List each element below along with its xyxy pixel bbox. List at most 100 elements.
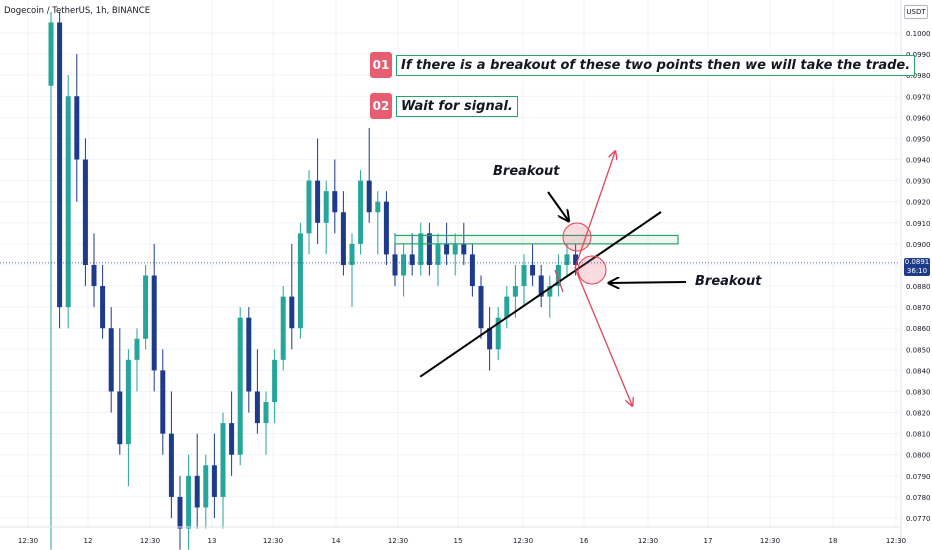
- candle-body: [487, 328, 493, 350]
- candle-body: [220, 423, 226, 497]
- breakout-down-arrow: [574, 267, 632, 405]
- candle-body: [349, 243, 355, 265]
- candle-body: [401, 254, 407, 276]
- time-tick-label: 16: [580, 537, 589, 545]
- candle-body: [160, 370, 166, 434]
- candle-body: [229, 423, 235, 455]
- candle-body: [48, 22, 54, 86]
- candle-body: [91, 264, 97, 287]
- candle-body: [65, 96, 71, 308]
- candle-body: [272, 359, 278, 403]
- candle-body: [194, 475, 200, 508]
- candle-body: [530, 264, 536, 276]
- candlestick-series: [48, 11, 579, 550]
- candle-body: [426, 233, 432, 265]
- price-tick-label: 0.0960: [906, 114, 931, 122]
- candle-body: [100, 286, 106, 329]
- time-tick-label: 17: [704, 537, 713, 545]
- time-tick-label: 13: [208, 537, 217, 545]
- time-tick-label: 14: [332, 537, 341, 545]
- note-1-badge: 01: [370, 52, 392, 78]
- candle-countdown: 36:10: [906, 267, 928, 275]
- candle-body: [366, 180, 372, 213]
- candle-body: [435, 243, 441, 265]
- time-tick-label: 12: [84, 537, 93, 545]
- candle-body: [117, 391, 123, 445]
- candle-body: [478, 286, 484, 329]
- ascending-trendline: [419, 211, 662, 378]
- candle-body: [504, 296, 510, 318]
- time-tick-label: 12:30: [263, 537, 283, 545]
- candle-body: [323, 191, 329, 223]
- time-tick-label: 12:30: [140, 537, 160, 545]
- time-tick-label: 12:30: [18, 537, 38, 545]
- candle-body: [392, 254, 398, 276]
- price-tick-label: 0.0950: [906, 135, 931, 143]
- currency-unit-label[interactable]: USDT: [904, 5, 928, 19]
- candle-body: [418, 233, 424, 265]
- breakout-pointer-top: [547, 191, 568, 220]
- candle-body: [315, 180, 321, 223]
- breakout-pointer-right: [610, 282, 687, 283]
- price-tick-label: 0.0770: [906, 515, 931, 523]
- candle-body: [211, 465, 217, 497]
- candle-body: [383, 201, 389, 255]
- candle-body: [573, 254, 579, 265]
- candle-body: [564, 254, 570, 265]
- candle-body: [332, 191, 338, 213]
- candle-body: [177, 496, 183, 529]
- candle-body: [340, 212, 346, 265]
- candle-body: [409, 254, 415, 265]
- candle-body: [151, 275, 157, 371]
- price-tick-label: 0.0820: [906, 410, 931, 418]
- time-tick-label: 12:30: [388, 537, 408, 545]
- price-tick-label: 0.0920: [906, 199, 931, 207]
- price-tick-label: 0.0870: [906, 304, 931, 312]
- candle-body: [254, 391, 260, 424]
- note-1: 01 If there is a breakout of these two p…: [370, 52, 916, 78]
- candle-body: [512, 286, 518, 297]
- candle-body: [289, 296, 295, 329]
- time-tick-label: 12:30: [886, 537, 906, 545]
- candle-body: [246, 317, 252, 392]
- candle-body: [555, 264, 561, 287]
- candle-body: [134, 338, 140, 360]
- breakout-point-circle-top: [562, 222, 592, 252]
- candle-body: [538, 275, 544, 297]
- price-tick-label: 0.0780: [906, 494, 931, 502]
- candle-body: [168, 433, 174, 497]
- note-2-text: Wait for signal.: [396, 95, 518, 117]
- price-tick-label: 0.0880: [906, 283, 931, 291]
- price-tick-label: 0.0850: [906, 346, 931, 354]
- time-tick-label: 12:30: [760, 537, 780, 545]
- time-tick-label: 12:30: [638, 537, 658, 545]
- candle-body: [57, 22, 63, 308]
- candle-body: [186, 475, 192, 529]
- price-tick-label: 0.0830: [906, 388, 931, 396]
- price-tick-label: 0.0910: [906, 220, 931, 228]
- candle-body: [452, 243, 458, 255]
- symbol-title: Dogecoin / TetherUS, 1h, BINANCE: [4, 6, 151, 16]
- price-tick-label: 0.0860: [906, 325, 931, 333]
- breakout-label-top: Breakout: [493, 164, 560, 179]
- time-tick-label: 18: [829, 537, 838, 545]
- breakout-point-circle-bottom: [577, 255, 607, 285]
- candle-body: [469, 254, 475, 287]
- price-tick-label: 0.0980: [906, 72, 931, 80]
- candle-body: [108, 328, 114, 392]
- chart-drawings[interactable]: [0, 152, 900, 405]
- note-2-badge: 02: [370, 93, 392, 119]
- candle-body: [375, 201, 381, 213]
- candle-body: [125, 359, 131, 445]
- time-axis-labels: 12:30 12 12:30 13 12:30 14 12:30 15 12:30 16 12:30…: [18, 537, 906, 545]
- candle-body: [263, 402, 269, 424]
- candle-body: [143, 275, 149, 339]
- breakout-up-arrow: [574, 152, 615, 269]
- time-tick-label: 15: [454, 537, 463, 545]
- time-tick-label: 12:30: [513, 537, 533, 545]
- price-tick-label: 0.0990: [906, 51, 931, 59]
- candle-body: [521, 264, 527, 287]
- candle-body: [547, 286, 553, 297]
- price-tick-label: 0.0840: [906, 367, 931, 375]
